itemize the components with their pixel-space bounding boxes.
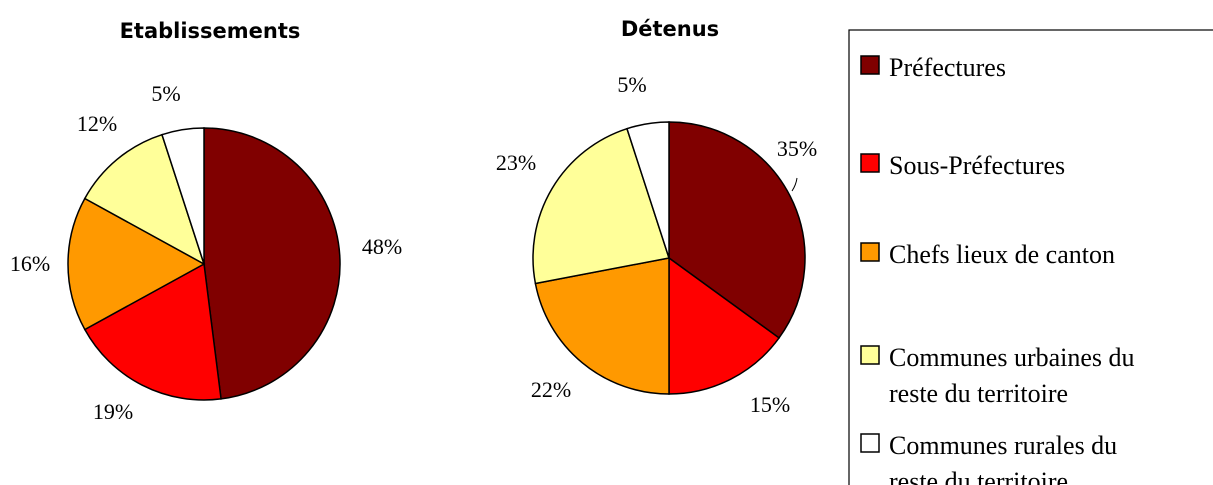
legend-swatch-chefs-lieux <box>860 242 880 262</box>
legend-swatch-sous-prefectures <box>860 153 880 173</box>
data-label-communes-rurales: 5% <box>151 81 180 106</box>
pie-slice-communes-rurales <box>161 127 205 265</box>
data-label-communes-rurales: 5% <box>617 72 646 97</box>
pie-etablissements: 48% 19% 16% 12% 5% <box>10 81 402 424</box>
pie-slice-communes-rurales <box>626 121 670 259</box>
data-label-prefectures: 35% <box>777 136 817 161</box>
legend-frame <box>848 29 1213 485</box>
pie-slice-chefs-lieux <box>534 257 670 395</box>
data-label-communes-urbaines: 23% <box>496 150 536 175</box>
legend-swatch-communes-rurales <box>860 433 880 453</box>
pie-title-detenus: Détenus <box>621 17 719 41</box>
legend-label-communes-rurales: Communes rurales du <box>889 431 1117 460</box>
data-label-sous-prefectures: 19% <box>93 399 133 424</box>
data-label-chefs-lieux: 22% <box>531 377 571 402</box>
data-label-communes-urbaines: 12% <box>77 111 117 136</box>
legend-label-chefs-lieux: Chefs lieux de canton <box>889 240 1115 269</box>
leader-line <box>791 177 798 192</box>
legend-label-prefectures: Préfectures <box>889 53 1006 82</box>
legend-swatch-communes-urbaines <box>860 345 880 365</box>
legend-label-communes-rurales: reste du territoire <box>889 467 1068 485</box>
data-label-chefs-lieux: 16% <box>10 251 50 276</box>
data-label-prefectures: 48% <box>362 234 402 259</box>
pie-slice-prefectures <box>203 127 341 400</box>
pie-slice-sous-prefectures <box>83 262 222 401</box>
pie-title-etablissements: Etablissements <box>120 19 301 43</box>
legend-label-communes-urbaines: reste du territoire <box>889 379 1068 408</box>
data-label-sous-prefectures: 15% <box>750 392 790 417</box>
legend: Préfectures Sous-Préfectures Chefs lieux d… <box>848 29 1213 485</box>
legend-swatch-prefectures <box>860 55 880 75</box>
pie-detenus: 35% 15% 22% 23% 5% <box>496 72 817 417</box>
legend-label-sous-prefectures: Sous-Préfectures <box>889 151 1065 180</box>
pie-slice-communes-urbaines <box>83 133 206 266</box>
legend-label-communes-urbaines: Communes urbaines du <box>889 343 1135 372</box>
pie-slice-communes-urbaines <box>532 127 670 285</box>
pie-slice-prefectures <box>668 121 806 339</box>
pie-slice-sous-prefectures <box>668 256 781 395</box>
pie-slice-chefs-lieux <box>67 197 206 331</box>
